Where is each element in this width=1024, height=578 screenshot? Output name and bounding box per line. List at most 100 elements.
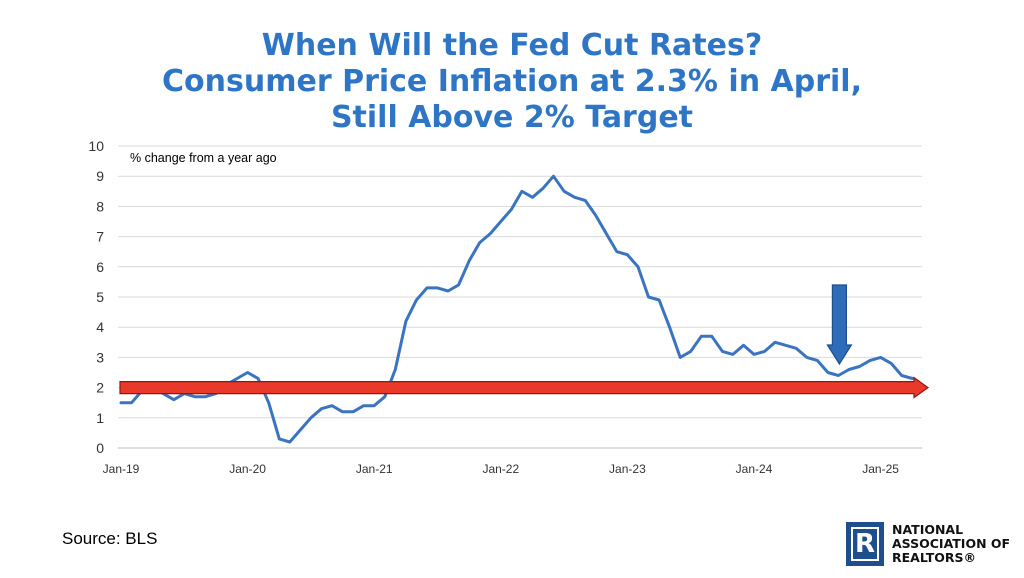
data-point — [626, 253, 629, 256]
data-point — [373, 404, 376, 407]
y-tick-label: 9 — [96, 168, 104, 184]
data-point — [900, 374, 903, 377]
data-point — [457, 283, 460, 286]
data-point — [204, 395, 207, 398]
y-axis-tick-labels: 0 1 2 3 4 5 6 7 8 9 10 — [88, 138, 104, 456]
data-point — [394, 368, 397, 371]
x-tick-label: Jan-20 — [229, 462, 266, 476]
y-tick-label: 1 — [96, 410, 104, 426]
data-point — [120, 401, 123, 404]
nar-logo: R NATIONAL ASSOCIATION OF REALTORS® — [846, 522, 1016, 568]
data-point — [637, 265, 640, 268]
data-point — [352, 410, 355, 413]
gridlines — [118, 145, 922, 449]
y-tick-label: 6 — [96, 259, 104, 275]
y-tick-label: 7 — [96, 229, 104, 245]
callout-arrow — [826, 284, 853, 366]
data-point — [510, 208, 513, 211]
data-point — [805, 356, 808, 359]
data-point — [172, 398, 175, 401]
title-line-3: Still Above 2% Target — [330, 100, 694, 135]
realtor-r-icon: R — [846, 522, 884, 566]
data-point — [468, 259, 471, 262]
data-point — [742, 344, 745, 347]
data-point — [879, 356, 882, 359]
data-point — [658, 299, 661, 302]
y-tick-label: 0 — [96, 440, 104, 456]
data-point — [721, 350, 724, 353]
data-point — [573, 196, 576, 199]
x-tick-label: Jan-22 — [482, 462, 519, 476]
data-point — [837, 374, 840, 377]
data-point — [911, 377, 914, 380]
data-point — [615, 250, 618, 253]
y-tick-label: 3 — [96, 349, 104, 365]
data-point — [552, 175, 555, 178]
data-point — [362, 404, 365, 407]
data-point — [784, 344, 787, 347]
data-point — [130, 401, 133, 404]
y-tick-label: 10 — [88, 138, 104, 154]
data-point — [563, 190, 566, 193]
y-tick-label: 2 — [96, 380, 104, 396]
data-point — [257, 377, 260, 380]
data-point — [267, 401, 270, 404]
data-point — [689, 350, 692, 353]
x-tick-label: Jan-24 — [736, 462, 773, 476]
data-point — [383, 395, 386, 398]
x-tick-label: Jan-19 — [103, 462, 140, 476]
data-point — [278, 437, 281, 440]
data-point — [753, 353, 756, 356]
data-point — [816, 359, 819, 362]
data-point — [499, 220, 502, 223]
title-line-1: When Will the Fed Cut Rates? — [261, 28, 763, 63]
data-point — [299, 428, 302, 431]
data-point — [331, 404, 334, 407]
data-point — [605, 232, 608, 235]
title-line-2: Consumer Price Inflation at 2.3% in Apri… — [162, 64, 862, 99]
data-point — [858, 365, 861, 368]
data-point — [774, 341, 777, 344]
data-point — [489, 232, 492, 235]
x-tick-label: Jan-23 — [609, 462, 646, 476]
chart-annotation: % change from a year ago — [130, 151, 277, 165]
data-point — [647, 296, 650, 299]
data-point — [447, 290, 450, 293]
data-point — [594, 214, 597, 217]
logo-wordmark: NATIONAL ASSOCIATION OF REALTORS® — [892, 522, 1011, 565]
x-axis-tick-labels: Jan-19 Jan-20 Jan-21 Jan-22 Jan-23 Jan-24 Jan-… — [103, 462, 900, 476]
data-point — [478, 241, 481, 244]
data-point — [320, 407, 323, 410]
data-point — [309, 416, 312, 419]
data-point — [193, 395, 196, 398]
cpi-series-points — [120, 175, 914, 444]
data-point — [520, 190, 523, 193]
cpi-series-line — [119, 174, 914, 444]
data-point — [826, 371, 829, 374]
y-tick-label: 4 — [96, 319, 104, 335]
x-tick-label: Jan-25 — [862, 462, 899, 476]
data-point — [679, 356, 682, 359]
data-point — [668, 326, 671, 329]
data-point — [436, 286, 439, 289]
data-point — [288, 441, 291, 444]
data-point — [426, 286, 429, 289]
source-note: Source: BLS — [62, 529, 158, 548]
data-point — [763, 350, 766, 353]
data-point — [542, 187, 545, 190]
data-point — [848, 368, 851, 371]
data-point — [890, 362, 893, 365]
data-point — [700, 335, 703, 338]
data-point — [731, 353, 734, 356]
x-tick-label: Jan-21 — [356, 462, 393, 476]
target-arrow — [119, 376, 930, 399]
y-tick-label: 5 — [96, 289, 104, 305]
data-point — [415, 299, 418, 302]
data-point — [531, 196, 534, 199]
chart-title: When Will the Fed Cut Rates? Consumer Pr… — [0, 28, 1024, 136]
data-point — [236, 377, 239, 380]
data-point — [246, 371, 249, 374]
data-point — [869, 359, 872, 362]
y-tick-label: 8 — [96, 198, 104, 214]
